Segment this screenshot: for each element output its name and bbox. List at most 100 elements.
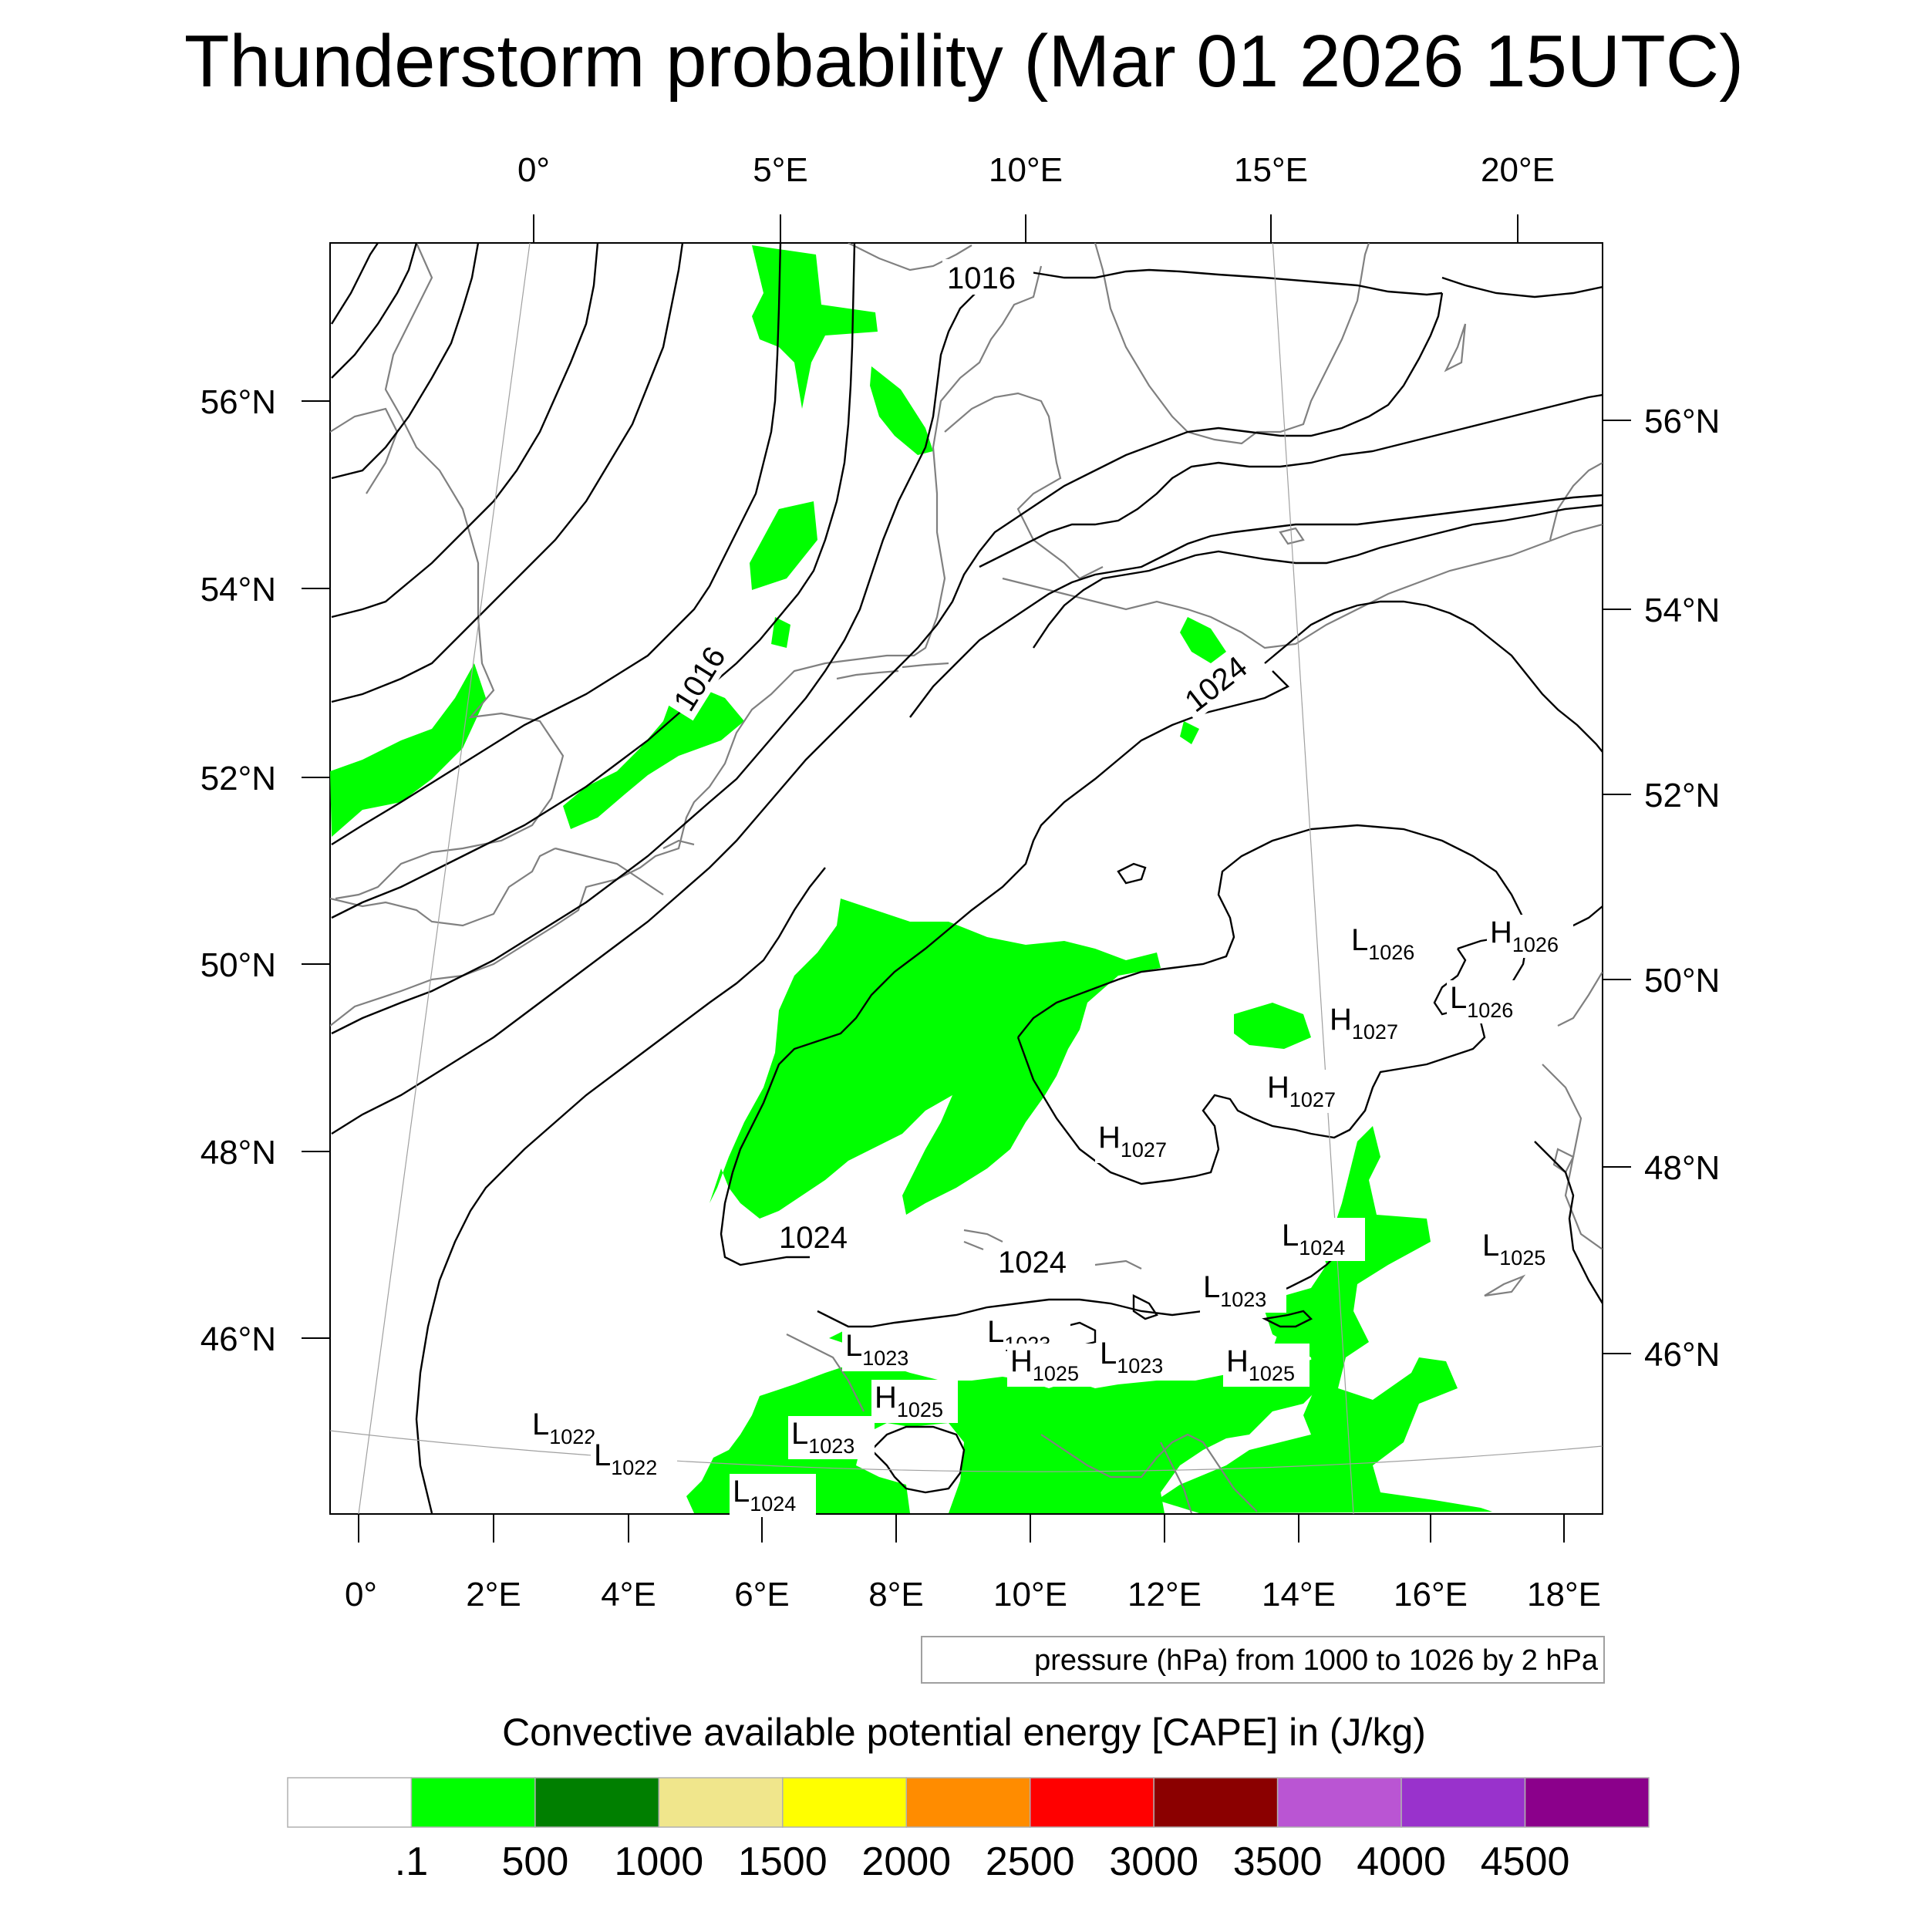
top-lon-label: 10°E (989, 151, 1063, 189)
coast-sweden (1094, 243, 1370, 445)
isobars (330, 243, 1603, 1514)
colorbar-label: 4000 (1357, 1839, 1446, 1884)
isobar-13 (909, 494, 1603, 718)
pressure-center-low: L1023 (1203, 1270, 1266, 1311)
meridian-15e (1272, 243, 1354, 1514)
bottom-lon-labels: 0° 2°E 4°E 6°E 8°E 10°E 12°E 14°E 16°E 1… (345, 1576, 1601, 1613)
isobar-labels: 1016 1016 1024 1024 1024 (662, 259, 1264, 1280)
isobar-1 (330, 243, 379, 325)
isobar-14 (1033, 504, 1603, 649)
pressure-center-low: L1023 (791, 1417, 854, 1458)
pressure-center-low: L1022 (532, 1408, 595, 1448)
cape-area-alps-south (686, 1330, 1326, 1513)
left-lat-labels: 56°N 54°N 52°N 50°N 48°N 46°N (201, 383, 276, 1358)
left-lat-label: 54°N (201, 571, 276, 609)
top-lon-label: 0° (517, 151, 550, 189)
isobar-label: 1024 (998, 1246, 1067, 1280)
coast-istria (1160, 1441, 1193, 1514)
contour-info: pressure (hPa) from 1000 to 1026 by 2 hP… (1034, 1644, 1599, 1677)
axis-ticks (302, 214, 1631, 1543)
colorbar-label: 500 (502, 1839, 569, 1884)
bottom-lon-label: 14°E (1262, 1576, 1336, 1613)
colorbar-swatch (1029, 1777, 1154, 1828)
isobar-4 (331, 243, 599, 619)
coastlines (330, 243, 1603, 1514)
isobar-south-b (870, 1425, 966, 1494)
coast-italy-north (786, 1334, 865, 1412)
colorbar-swatch (1153, 1777, 1279, 1828)
colorbar-swatch (658, 1777, 784, 1828)
isobar-15 (1264, 600, 1603, 753)
top-lon-labels: 0° 5°E 10°E 15°E 20°E (517, 151, 1555, 189)
isobar-2 (331, 243, 418, 379)
bottom-lon-label: 12°E (1127, 1576, 1202, 1613)
bottom-lon-label: 4°E (601, 1576, 656, 1613)
top-lon-label: 20°E (1481, 151, 1555, 189)
pressure-center-low: L1024 (733, 1475, 796, 1516)
meridian-0 (358, 243, 531, 1514)
colorbar-swatch (782, 1777, 908, 1828)
isobar-label: 1024 (779, 1221, 848, 1255)
colorbar-swatch (1400, 1777, 1526, 1828)
coast-gotland (1444, 323, 1467, 373)
cape-area-hungary (1157, 1126, 1492, 1513)
isobar-10 (1441, 276, 1603, 298)
isobar-3 (331, 243, 480, 480)
isobar-5 (331, 243, 684, 703)
pressure-center-high: H1027 (1267, 1071, 1336, 1111)
pressure-center-low: L1023 (845, 1329, 908, 1370)
isobar-1024-main (720, 670, 1290, 1266)
cape-area-france-germany (710, 899, 1161, 1219)
left-lat-label: 52°N (201, 760, 276, 797)
right-lat-label: 54°N (1644, 592, 1720, 629)
pressure-center-low: L1024 (1282, 1219, 1345, 1259)
pressure-center-high: H1027 (1098, 1121, 1167, 1162)
isobar-se (1534, 1141, 1603, 1304)
top-lon-label: 15°E (1234, 151, 1308, 189)
lake-balaton (1484, 1274, 1526, 1297)
bottom-lon-label: 6°E (734, 1576, 789, 1613)
right-lat-label: 48°N (1644, 1149, 1720, 1187)
pressure-center-high: H1025 (875, 1381, 943, 1421)
coast-denmark (944, 392, 1104, 580)
cape-area-north-sea-a (752, 245, 878, 409)
isobar-8 (331, 270, 1026, 1035)
top-lon-label: 5°E (753, 151, 807, 189)
pressure-center-low: L1026 (1450, 981, 1513, 1022)
cape-area-poland-speck (1180, 721, 1199, 744)
pressure-center-low: L1025 (1482, 1229, 1545, 1269)
bottom-lon-label: 16°E (1394, 1576, 1468, 1613)
left-lat-label: 56°N (201, 383, 276, 421)
colorbar-title: Convective available potential energy [C… (502, 1711, 1426, 1754)
isobar-12 (979, 393, 1603, 568)
right-lat-label: 52°N (1644, 777, 1720, 814)
cape-area-czechia (1234, 1003, 1311, 1049)
isobar-west-sw2 (501, 867, 826, 1173)
colorbar: .1 500 1000 1500 2000 2500 3000 3500 4000 4500 (287, 1777, 1650, 1884)
river-mouth-a (662, 839, 695, 849)
isobar-label: 1016 (947, 261, 1016, 295)
colorbar-label: 1500 (738, 1839, 827, 1884)
colorbar-swatch (534, 1777, 660, 1828)
isobar-9 (331, 292, 1444, 1135)
lakes-alps-b (1094, 1259, 1142, 1269)
graticule (330, 243, 1603, 1514)
border-fr-de (554, 847, 664, 895)
coast-france-channel (330, 848, 556, 927)
isobar-bohemia (1117, 862, 1147, 885)
right-lat-label: 50°N (1644, 962, 1720, 1000)
right-lat-label: 46°N (1644, 1336, 1720, 1374)
pressure-centers: L1026 H1026 L1026 H1027 H1027 H1027 L1024 L1025… (529, 915, 1573, 1517)
map-frame (329, 242, 1603, 1515)
right-lat-label: 56°N (1644, 403, 1720, 440)
colorbar-label: 4500 (1481, 1839, 1570, 1884)
pressure-center-high: H1026 (1490, 915, 1559, 956)
lakes-alps-a (963, 1229, 1003, 1242)
colorbar-swatch (287, 1777, 413, 1828)
left-lat-label: 48°N (201, 1134, 276, 1172)
contour-info-box (921, 1636, 1605, 1684)
cape-area-north-sea-d (771, 617, 790, 648)
left-lat-label: 50°N (201, 946, 276, 984)
pressure-center-low: L1022 (594, 1438, 657, 1479)
